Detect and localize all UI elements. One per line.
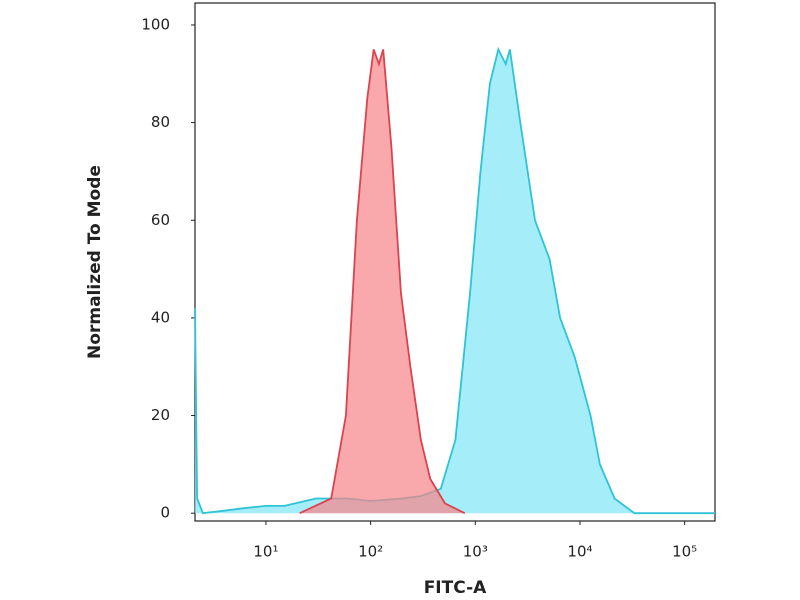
y-tick-label: 80 [151,113,170,131]
y-axis-label: Normalized To Mode [85,165,105,359]
y-tick-label: 60 [151,211,170,229]
y-tick-label: 0 [160,504,170,522]
y-tick-label: 100 [141,15,170,33]
y-tick-label: 40 [151,308,170,326]
x-tick-label: 10⁴ [567,543,592,561]
plot-frame [194,2,716,522]
x-axis-label: FITC-A [424,578,487,598]
x-tick-label: 10⁵ [672,543,697,561]
x-tick-label: 10¹ [253,543,278,561]
x-tick-label: 10³ [463,543,488,561]
x-tick-label: 10² [358,543,383,561]
area-fill [299,49,465,514]
area-line [299,49,466,515]
y-tick-label: 20 [151,406,170,424]
area-line [194,46,715,515]
